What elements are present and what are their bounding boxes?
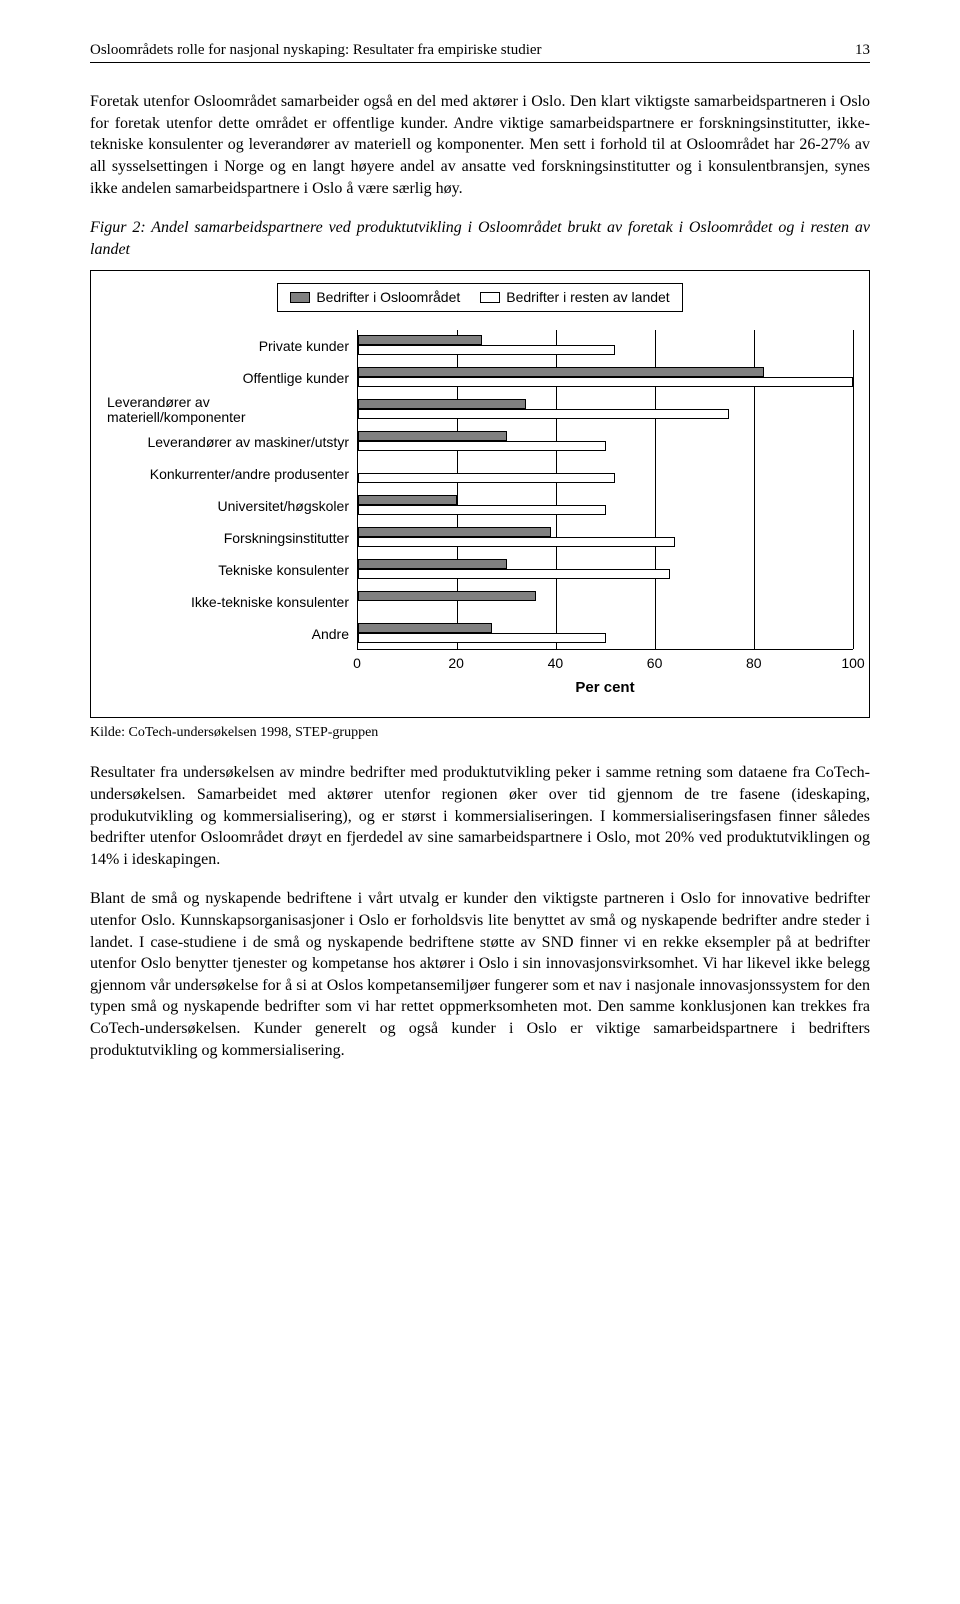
page-number: 13: [855, 40, 870, 60]
plot-inner: [357, 330, 853, 650]
chart-container: Bedrifter i Osloområdet Bedrifter i rest…: [90, 270, 870, 717]
x-tick-label: 40: [548, 654, 564, 673]
bar-group: [358, 586, 853, 618]
category-label: Private kunder: [107, 330, 357, 362]
figure-caption: Figur 2: Andel samarbeidspartnere ved pr…: [90, 217, 870, 260]
bar-series-a: [358, 431, 507, 441]
chart-legend: Bedrifter i Osloområdet Bedrifter i rest…: [277, 283, 682, 312]
legend-swatch-b: [480, 292, 500, 303]
bar-series-b: [358, 473, 615, 483]
bar-series-b: [358, 441, 606, 451]
bar-group: [358, 330, 853, 362]
category-label: Leverandører av materiell/komponenter: [107, 394, 357, 426]
bar-group: [358, 490, 853, 522]
bar-series-b: [358, 569, 670, 579]
chart-body: Private kunderOffentlige kunderLeverandø…: [107, 330, 853, 698]
category-label: Universitet/høgskoler: [107, 490, 357, 522]
running-title: Osloområdets rolle for nasjonal nyskapin…: [90, 40, 542, 60]
body-paragraph-2: Resultater fra undersøkelsen av mindre b…: [90, 762, 870, 870]
category-label: Leverandører av maskiner/utstyr: [107, 426, 357, 458]
x-tick-label: 80: [746, 654, 762, 673]
x-axis-title: Per cent: [357, 678, 853, 698]
bar-series-a: [358, 591, 536, 601]
plot-area: 020406080100 Per cent: [357, 330, 853, 698]
bar-group: [358, 394, 853, 426]
running-header: Osloområdets rolle for nasjonal nyskapin…: [90, 40, 870, 63]
bar-series-a: [358, 495, 457, 505]
bar-series-a: [358, 367, 764, 377]
bar-series-b: [358, 537, 675, 547]
bar-group: [358, 618, 853, 650]
legend-item-b: Bedrifter i resten av landet: [480, 288, 669, 307]
category-label: Tekniske konsulenter: [107, 554, 357, 586]
bar-series-a: [358, 559, 507, 569]
bar-series-a: [358, 335, 482, 345]
bar-series-b: [358, 505, 606, 515]
bar-group: [358, 426, 853, 458]
bar-series-b: [358, 633, 606, 643]
bar-group: [358, 458, 853, 490]
bar-series-a: [358, 399, 526, 409]
figure-source: Kilde: CoTech-undersøkelsen 1998, STEP-g…: [90, 724, 870, 743]
legend-label-b: Bedrifter i resten av landet: [506, 288, 669, 307]
bar-series-b: [358, 377, 853, 387]
category-label: Forskningsinstitutter: [107, 522, 357, 554]
body-paragraph-1: Foretak utenfor Osloområdet samarbeider …: [90, 91, 870, 199]
bar-series-a: [358, 623, 492, 633]
bar-series-a: [358, 527, 551, 537]
x-tick-label: 100: [841, 654, 864, 673]
category-label: Ikke-tekniske konsulenter: [107, 586, 357, 618]
category-label: Offentlige kunder: [107, 362, 357, 394]
x-tick-label: 20: [448, 654, 464, 673]
category-label: Konkurrenter/andre produsenter: [107, 458, 357, 490]
bar-group: [358, 362, 853, 394]
bar-series-b: [358, 409, 729, 419]
bar-series-b: [358, 345, 615, 355]
legend-label-a: Bedrifter i Osloområdet: [316, 288, 460, 307]
category-labels: Private kunderOffentlige kunderLeverandø…: [107, 330, 357, 698]
body-paragraph-3: Blant de små og nyskapende bedriftene i …: [90, 888, 870, 1061]
legend-swatch-a: [290, 292, 310, 303]
bar-group: [358, 522, 853, 554]
gridline: [853, 330, 854, 649]
category-label: Andre: [107, 618, 357, 650]
x-tick-label: 0: [353, 654, 361, 673]
x-axis-ticks: 020406080100: [357, 654, 853, 672]
legend-item-a: Bedrifter i Osloområdet: [290, 288, 460, 307]
bar-group: [358, 554, 853, 586]
x-tick-label: 60: [647, 654, 663, 673]
